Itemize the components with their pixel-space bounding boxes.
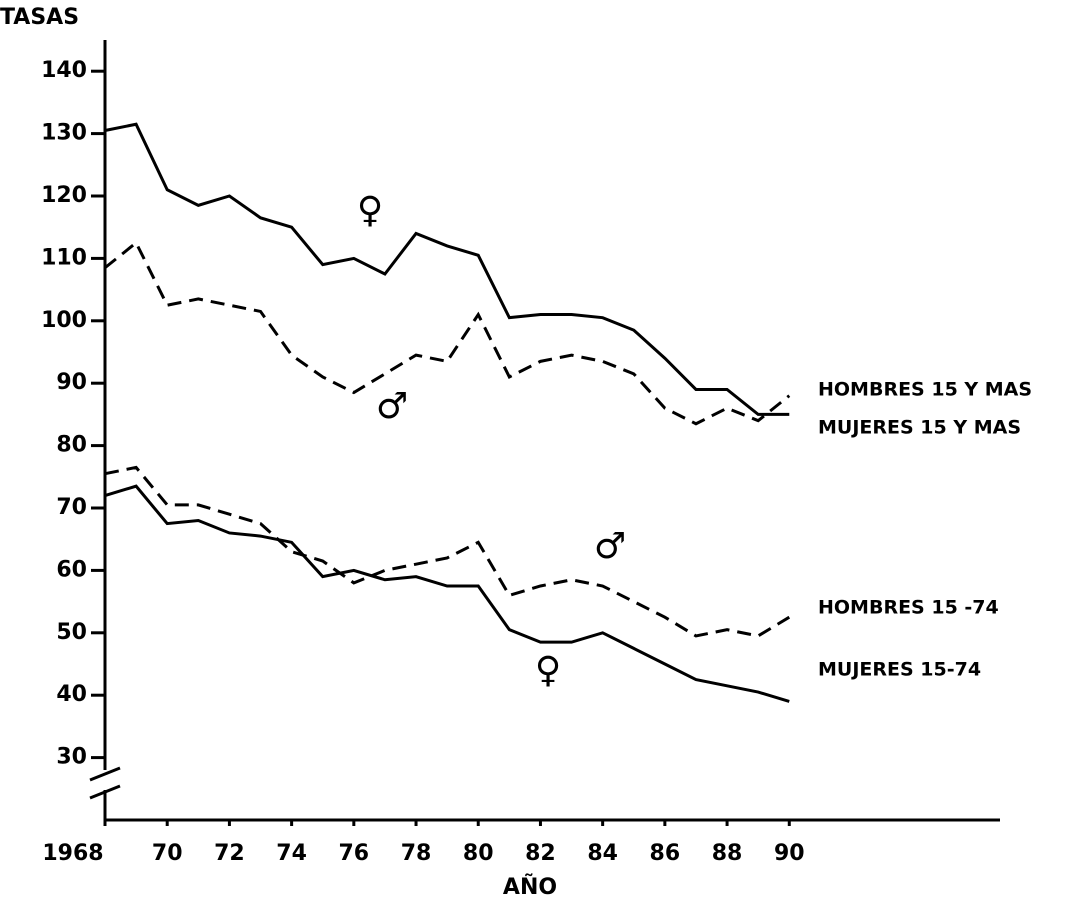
y-tick-label: 140 (41, 58, 87, 83)
y-tick-label: 130 (41, 121, 87, 146)
x-tick-label: 72 (214, 841, 245, 866)
y-tick-label: 30 (56, 745, 87, 770)
x-tick-label: 82 (525, 841, 556, 866)
line (104, 122, 790, 416)
y-tick-label: 60 (56, 557, 87, 582)
y-tick-label: 50 (56, 620, 87, 645)
x-tick-label: 88 (712, 841, 743, 866)
y-tick-label: 40 (56, 682, 87, 707)
line (104, 484, 790, 703)
annotation: ♂ (594, 526, 626, 567)
x-axis-title: AÑO (503, 874, 557, 900)
x-tick-label: 74 (276, 841, 307, 866)
x-tick-label: 80 (463, 841, 494, 866)
y-axis-title: TASAS (0, 5, 79, 30)
axis-break (89, 766, 121, 782)
series-label: MUJERES 15-74 (818, 659, 981, 681)
series-label: HOMBRES 15 Y MAS (818, 379, 1032, 401)
line (104, 240, 791, 426)
annotation: ♀ (357, 190, 383, 231)
y-tick-label: 120 (41, 183, 87, 208)
x-tick-label: 76 (339, 841, 370, 866)
annotation: ♀ (535, 650, 561, 691)
y-tick-label: 110 (41, 245, 87, 270)
axis-break (89, 784, 121, 800)
series-label: HOMBRES 15 -74 (818, 597, 999, 619)
x-tick-label: 1968 (42, 841, 103, 866)
y-tick-label: 100 (41, 308, 87, 333)
x-tick-label: 70 (152, 841, 183, 866)
x-tick-label: 86 (650, 841, 681, 866)
x-tick-label: 84 (587, 841, 618, 866)
y-tick-label: 90 (56, 370, 87, 395)
y-tick-label: 80 (56, 433, 87, 458)
series-label: MUJERES 15 Y MAS (818, 417, 1021, 439)
x-tick-label: 90 (774, 841, 805, 866)
x-tick-label: 78 (401, 841, 432, 866)
y-tick-label: 70 (56, 495, 87, 520)
line (104, 465, 791, 638)
annotation: ♂ (376, 386, 408, 427)
